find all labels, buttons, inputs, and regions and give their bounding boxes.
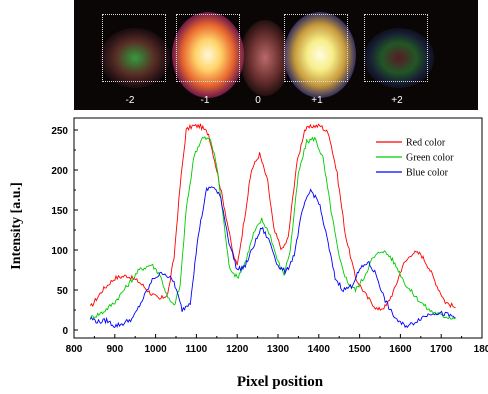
- series-line-blue-color: [89, 186, 456, 329]
- x-axis-title: Pixel position: [237, 374, 324, 390]
- order-label-plus1: +1: [311, 95, 323, 106]
- y-tick-label: 150: [51, 206, 68, 217]
- x-tick-label: 1400: [308, 344, 331, 355]
- order-plus2-box: [364, 14, 428, 82]
- x-tick-label: 180: [474, 344, 488, 355]
- y-tick-label: 200: [51, 166, 68, 177]
- chart-legend: Red color Green color Blue color: [376, 138, 454, 179]
- diffraction-photo: -2 -1 0 +1 +2: [74, 0, 478, 110]
- order-minus2-spot: [100, 28, 170, 88]
- order-zero-spot: [240, 20, 290, 96]
- x-tick-label: 900: [106, 344, 123, 355]
- y-tick-label: 50: [57, 286, 69, 297]
- series-line-green-color: [89, 136, 456, 320]
- y-tick-label: 0: [62, 326, 68, 337]
- x-tick-label: 1200: [226, 344, 249, 355]
- order-minus1-spot: [172, 12, 244, 98]
- order-label-minus1: -1: [200, 95, 210, 106]
- x-tick-label: 1600: [389, 344, 412, 355]
- legend-label: Green color: [406, 153, 454, 164]
- y-axis-title: Intensity [a.u.]: [9, 182, 24, 270]
- series-line-red-color: [89, 123, 456, 311]
- y-tick-label: 250: [51, 126, 68, 137]
- order-minus2-box: [102, 14, 166, 82]
- order-minus1-box: [176, 14, 240, 82]
- x-tick-label: 1100: [186, 344, 208, 355]
- x-tick-label: 1300: [267, 344, 290, 355]
- x-tick-label: 800: [66, 344, 83, 355]
- legend-label: Blue color: [406, 168, 449, 179]
- x-tick-label: 1700: [430, 344, 453, 355]
- order-plus2-spot: [364, 28, 434, 88]
- intensity-chart: 800 900 1000 1100 1200 1300 1400 1500 1600 1700 18…: [9, 117, 488, 390]
- plot-frame: [73, 117, 483, 339]
- order-label-zero: 0: [255, 95, 261, 106]
- order-plus1-spot: [284, 12, 356, 98]
- x-tick-label: 1500: [348, 344, 371, 355]
- legend-label: Red color: [406, 138, 446, 149]
- x-tick-label: 1000: [144, 344, 167, 355]
- order-label-plus2: +2: [391, 95, 403, 106]
- y-tick-label: 100: [51, 246, 68, 257]
- order-label-minus2: -2: [125, 95, 135, 106]
- order-plus1-box: [284, 14, 348, 82]
